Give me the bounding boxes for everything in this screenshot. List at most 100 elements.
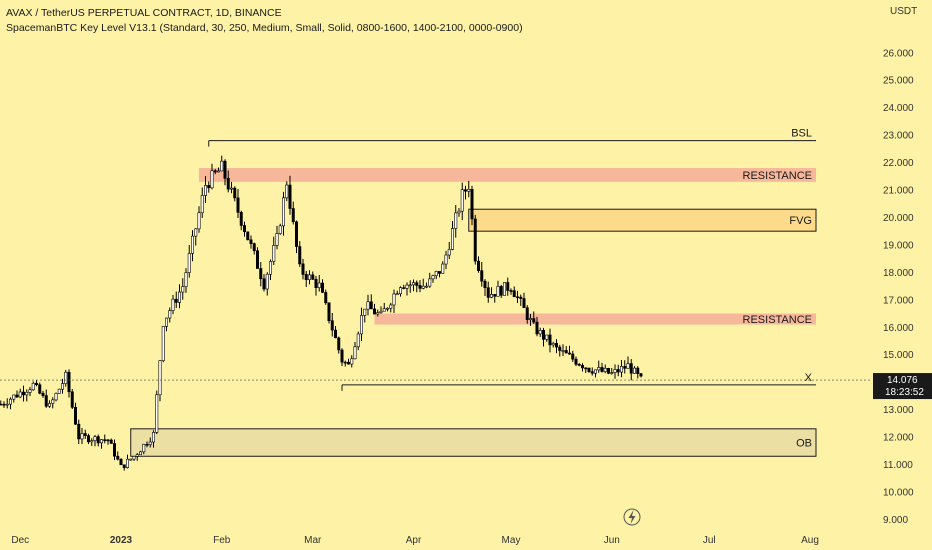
candle-body [236, 197, 240, 213]
candle-body [311, 274, 315, 280]
candle-body [460, 189, 464, 212]
candle-body [457, 210, 461, 214]
candle-body [294, 221, 298, 247]
time-tick-label: Dec [11, 535, 29, 546]
candle-body [213, 170, 217, 173]
candle-body [317, 282, 321, 288]
candle-body [70, 391, 74, 408]
candle-body [418, 285, 422, 289]
candle-body [408, 284, 412, 287]
candle-body [519, 296, 523, 299]
candle-body [428, 278, 432, 287]
time-axis[interactable]: Dec 2023 Feb Mar Apr May Jun Jul Aug [11, 535, 819, 546]
candle-body [230, 187, 234, 190]
candle-body [184, 272, 188, 287]
zone-label: RESISTANCE [743, 170, 812, 182]
candle-body [54, 393, 58, 401]
candle-body [597, 367, 601, 371]
candle-body [51, 399, 55, 404]
candle-body [567, 352, 571, 355]
zone-box-resistance [199, 168, 816, 182]
candle-body [100, 439, 104, 444]
candle-body [28, 389, 32, 393]
candle-body [385, 307, 389, 310]
candle-body [77, 423, 81, 440]
candle-body [145, 443, 149, 446]
candle-body [333, 329, 337, 339]
candle-body [441, 263, 445, 274]
candle-body [554, 343, 558, 348]
candle-body [246, 231, 250, 241]
candle-body [249, 239, 253, 244]
candle-body [538, 330, 542, 335]
candle-body [470, 189, 474, 220]
candle-body [467, 189, 471, 192]
candle-body [126, 458, 130, 468]
candle-body [129, 458, 133, 461]
candle-body [106, 439, 110, 442]
candle-body [200, 195, 204, 214]
candle-body [636, 367, 640, 374]
candle-body [155, 394, 159, 433]
candle-body [265, 273, 269, 290]
candle-body [103, 439, 107, 441]
candle-body [512, 290, 516, 298]
candle-body [405, 284, 409, 289]
price-tick-label: 9.000 [883, 515, 908, 526]
time-tick-label: May [502, 535, 521, 546]
candle-body [447, 249, 451, 256]
price-tick-label: 15.000 [883, 350, 914, 361]
candle-body [395, 293, 399, 296]
candle-body [392, 293, 396, 306]
candle-body [113, 443, 117, 457]
lightning-bolt-icon[interactable] [623, 508, 641, 526]
time-tick-label: Mar [304, 535, 322, 546]
candle-body [278, 225, 282, 234]
candle-body [291, 208, 295, 223]
candle-body [606, 368, 610, 374]
candle-body [259, 268, 263, 280]
candle-body [372, 308, 376, 315]
price-tick-label: 20.000 [883, 213, 914, 224]
candle-body [119, 458, 123, 466]
candle-body [233, 187, 237, 199]
candle-body [109, 439, 113, 444]
price-axis[interactable]: USDT 9.00010.00011.00012.00013.00014.000… [883, 6, 917, 526]
candle-body [616, 369, 620, 373]
candle-body [239, 212, 243, 226]
candle-body [168, 310, 172, 319]
candle-body [268, 261, 272, 275]
candle-body [564, 350, 568, 354]
chart-title: AVAX / TetherUS PERPETUAL CONTRACT, 1D, … [6, 7, 282, 19]
candle-body [57, 388, 61, 394]
candle-body [44, 395, 48, 407]
candle-body [96, 436, 100, 444]
indicator-legend[interactable]: SpacemanBTC Key Level V13.1 (Standard, 3… [6, 22, 523, 34]
candle-body [499, 286, 503, 296]
candle-body [398, 287, 402, 295]
candle-body [12, 394, 16, 400]
candle-body [226, 178, 230, 190]
candle-body [363, 308, 367, 316]
candle-body [483, 280, 487, 289]
candle-body [220, 160, 224, 172]
zone-box-resistance [374, 313, 816, 325]
candle-body [187, 253, 191, 273]
candle-body [639, 373, 643, 377]
candle-body [165, 317, 169, 327]
candle-body [359, 315, 363, 335]
candle-body [83, 433, 87, 436]
zone-label: FVG [789, 215, 812, 227]
price-tick-label: 17.000 [883, 295, 914, 306]
candle-body [337, 337, 341, 351]
candle-body [454, 212, 458, 229]
candle-body [610, 372, 614, 374]
candle-body [207, 185, 211, 189]
last-price-value: 14.076 [887, 375, 918, 386]
price-tick-label: 18.000 [883, 268, 914, 279]
candle-body [122, 464, 126, 468]
candle-body [450, 228, 454, 250]
candle-body [191, 235, 195, 254]
candle-body [431, 275, 435, 280]
